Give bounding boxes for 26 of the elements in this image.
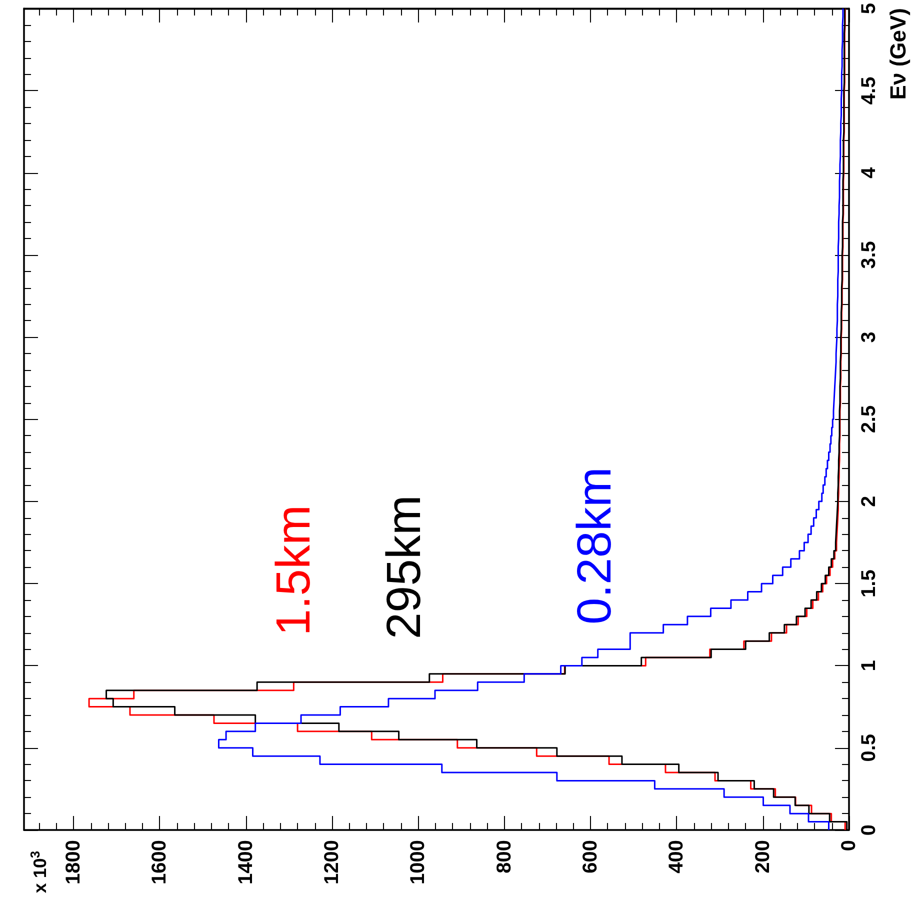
y-tick-label: 0 — [858, 824, 880, 836]
y-tick-label: 5 — [858, 3, 880, 14]
y-tick-label: 4.5 — [858, 76, 880, 105]
y-tick-label: 3.5 — [858, 241, 880, 269]
text: 0.28km — [568, 467, 622, 624]
x-tick-label: 1000 — [407, 840, 430, 884]
x-tick-label: 1400 — [234, 840, 257, 884]
y-tick-label: 2 — [858, 496, 880, 507]
x-tick-label: 1200 — [321, 840, 344, 884]
x-tick-label: 600 — [580, 840, 602, 874]
x-tick-label: 0 — [838, 840, 860, 852]
x-tick-label: 1800 — [62, 840, 85, 884]
text: 1.5km — [268, 505, 321, 636]
y-tick-label: 1.5 — [858, 570, 880, 598]
y-tick-label: 4 — [858, 166, 880, 178]
y-tick-label: 3 — [858, 332, 880, 343]
x-tick-label: 800 — [493, 840, 516, 874]
y-axis-title: Eν (GeV) — [886, 8, 910, 100]
x-tick-label: 1600 — [148, 840, 171, 884]
x-tick-label: 400 — [666, 840, 688, 874]
x-tick-label: 200 — [752, 840, 774, 874]
text: x 103 — [28, 850, 50, 894]
text: 295km — [378, 495, 431, 640]
y-tick-label: 2.5 — [858, 405, 880, 434]
y-tick-label: 0.5 — [858, 734, 880, 762]
y-tick-label: 1 — [858, 660, 880, 672]
